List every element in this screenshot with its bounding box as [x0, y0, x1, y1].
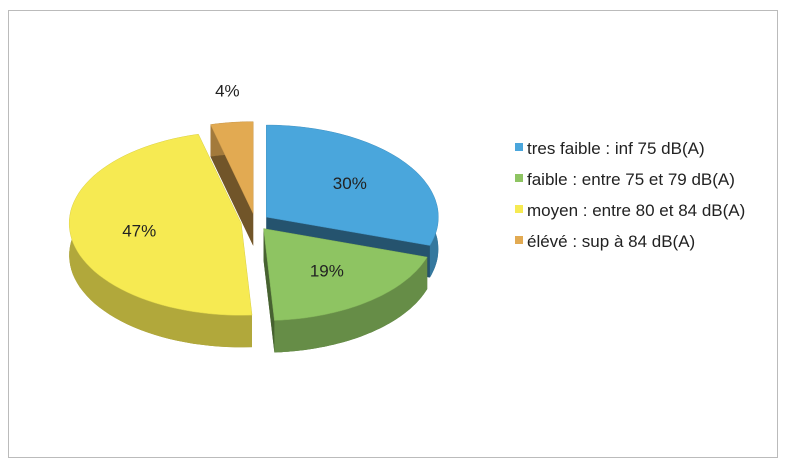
legend-item: tres faible : inf 75 dB(A) — [515, 138, 765, 160]
legend-label: faible : entre 75 et 79 dB(A) — [527, 170, 735, 189]
legend-label: tres faible : inf 75 dB(A) — [527, 139, 705, 158]
legend-swatch — [515, 143, 523, 151]
slice-rim — [274, 257, 428, 353]
legend-swatch — [515, 174, 523, 182]
chart-frame — [8, 10, 778, 458]
legend-item: faible : entre 75 et 79 dB(A) — [515, 169, 765, 191]
slice — [263, 228, 428, 321]
data-label: 19% — [310, 262, 344, 281]
data-label: 4% — [215, 82, 240, 101]
slice — [210, 121, 254, 214]
slice-cut — [263, 228, 275, 353]
data-label: 30% — [333, 174, 367, 193]
slice — [266, 124, 439, 246]
legend-label: moyen : entre 80 et 84 dB(A) — [527, 201, 746, 220]
legend-label: élévé : sup à 84 dB(A) — [527, 232, 696, 251]
data-label: 47% — [122, 221, 156, 240]
legend-item: moyen : entre 80 et 84 dB(A) — [515, 200, 765, 222]
legend-item: élévé : sup à 84 dB(A) — [515, 231, 765, 253]
legend: tres faible : inf 75 dB(A) faible : entre… — [515, 138, 765, 262]
slice — [68, 133, 253, 316]
legend-swatch — [515, 205, 523, 213]
legend-swatch — [515, 236, 523, 244]
